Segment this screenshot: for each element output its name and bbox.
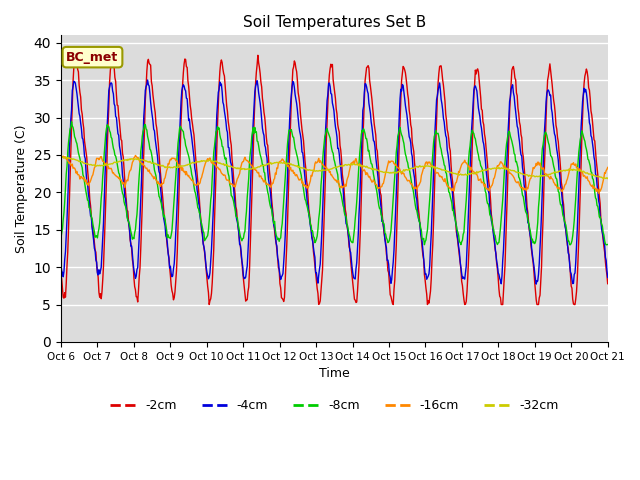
- -16cm: [595, 190, 602, 196]
- -8cm: [417, 228, 425, 233]
- -4cm: [417, 234, 425, 240]
- Line: -16cm: -16cm: [61, 156, 608, 193]
- -16cm: [179, 168, 187, 174]
- -2cm: [67, 150, 75, 156]
- -16cm: [67, 162, 75, 168]
- Title: Soil Temperatures Set B: Soil Temperatures Set B: [243, 15, 426, 30]
- Text: BC_met: BC_met: [67, 51, 118, 64]
- -32cm: [57, 154, 65, 160]
- -8cm: [420, 242, 428, 248]
- -8cm: [179, 129, 187, 134]
- -32cm: [602, 176, 610, 181]
- -2cm: [57, 272, 65, 278]
- -4cm: [67, 117, 75, 122]
- -16cm: [604, 165, 612, 170]
- -32cm: [401, 168, 408, 174]
- -2cm: [254, 52, 262, 58]
- Line: -2cm: -2cm: [61, 55, 608, 304]
- -4cm: [144, 77, 152, 83]
- -4cm: [179, 82, 187, 88]
- -32cm: [207, 158, 215, 164]
- -16cm: [57, 157, 65, 163]
- -2cm: [179, 83, 186, 88]
- X-axis label: Time: Time: [319, 367, 349, 380]
- -32cm: [67, 156, 75, 162]
- Line: -4cm: -4cm: [61, 80, 608, 284]
- -4cm: [604, 275, 612, 280]
- -8cm: [124, 217, 132, 223]
- -4cm: [401, 103, 409, 108]
- Legend: -2cm, -4cm, -8cm, -16cm, -32cm: -2cm, -4cm, -8cm, -16cm, -32cm: [105, 394, 563, 417]
- -8cm: [68, 119, 76, 125]
- -2cm: [419, 245, 426, 251]
- -4cm: [124, 212, 131, 218]
- -2cm: [403, 76, 410, 82]
- -8cm: [209, 175, 216, 180]
- Line: -8cm: -8cm: [61, 122, 608, 245]
- -16cm: [401, 175, 409, 180]
- -2cm: [209, 280, 216, 286]
- -4cm: [209, 231, 216, 237]
- -16cm: [124, 177, 131, 183]
- -2cm: [124, 207, 131, 213]
- -16cm: [132, 153, 140, 158]
- -32cm: [604, 176, 612, 181]
- -32cm: [179, 163, 186, 169]
- -32cm: [124, 157, 131, 163]
- -2cm: [205, 301, 213, 307]
- -4cm: [532, 281, 540, 287]
- -4cm: [57, 262, 65, 268]
- -16cm: [417, 173, 425, 179]
- -8cm: [401, 151, 409, 157]
- Y-axis label: Soil Temperature (C): Soil Temperature (C): [15, 124, 28, 253]
- -8cm: [67, 124, 75, 130]
- -8cm: [604, 241, 612, 247]
- Line: -32cm: -32cm: [61, 157, 608, 179]
- -2cm: [604, 281, 612, 287]
- -16cm: [209, 160, 216, 166]
- -32cm: [417, 164, 424, 169]
- -8cm: [57, 236, 65, 241]
